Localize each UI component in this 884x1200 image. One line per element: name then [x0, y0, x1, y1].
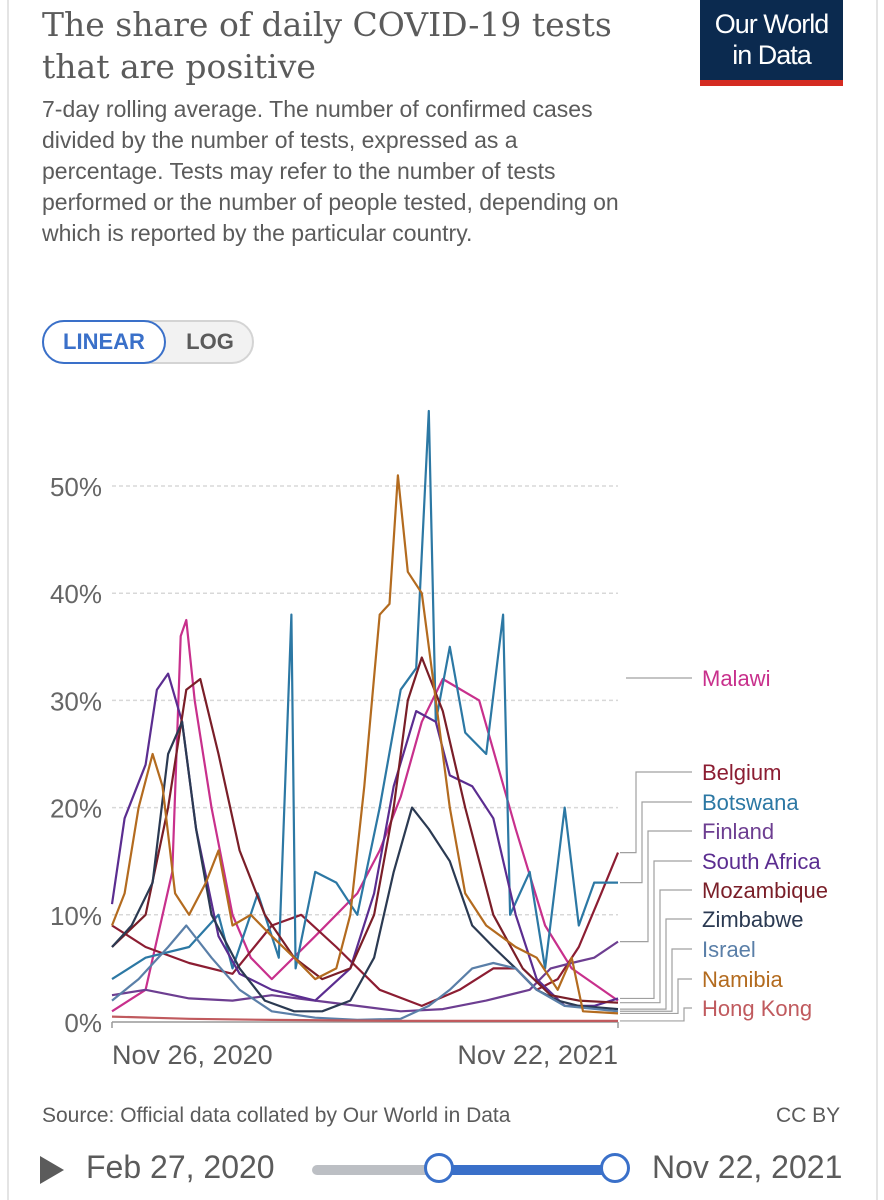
- timeline-end-handle[interactable]: [600, 1153, 630, 1183]
- legend-connector: [620, 771, 692, 854]
- legend-connector: [620, 918, 692, 1010]
- series-line: [111, 852, 620, 1007]
- play-icon[interactable]: [40, 1156, 64, 1184]
- timeline-start-date: Feb 27, 2020: [86, 1149, 275, 1185]
- timeline-end-date: Nov 22, 2021: [652, 1149, 843, 1185]
- y-tick-label: 20%: [50, 794, 102, 824]
- series-line: [111, 1015, 618, 1022]
- timeline-selected-range: [438, 1165, 614, 1175]
- frame-right: [876, 0, 878, 1200]
- legend-label: Zimbabwe: [702, 907, 803, 932]
- legend-label: Israel: [702, 937, 756, 962]
- legend-connector: [620, 801, 692, 884]
- log-button[interactable]: LOG: [186, 329, 234, 354]
- legend-connector: [620, 948, 692, 1012]
- y-tick-label: 10%: [50, 901, 102, 931]
- x-tick-label: Nov 26, 2020: [112, 1040, 273, 1070]
- y-tick-label: 40%: [50, 579, 102, 609]
- linear-button[interactable]: LINEAR: [42, 320, 166, 364]
- y-tick-label: 0%: [64, 1008, 102, 1038]
- frame-left: [7, 0, 9, 1200]
- timeline: Feb 27, 2020 Nov 22, 2021: [0, 1145, 884, 1200]
- timeline-start-handle[interactable]: [424, 1153, 454, 1183]
- legend-connector: [620, 830, 692, 943]
- logo-line-2: in Data: [732, 40, 812, 70]
- series-line: [111, 940, 619, 1013]
- source-note: Source: Official data collated by Our Wo…: [42, 1104, 511, 1127]
- legend-label: Malawi: [702, 666, 770, 691]
- legend-label: Mozambique: [702, 878, 828, 903]
- x-tick-label: Nov 22, 2021: [457, 1040, 618, 1070]
- legend-connector: [620, 889, 692, 1004]
- series-line: [110, 672, 619, 1007]
- y-tick-label: 50%: [50, 472, 102, 502]
- legend-label: Finland: [702, 819, 774, 844]
- legend-connector: [620, 1007, 692, 1022]
- line-chart: 0% 10% 20% 30% 40% 50% Nov 26, 2020 Nov 22, 202…: [50, 409, 828, 1070]
- legend-label: South Africa: [702, 849, 821, 874]
- series-line: [111, 924, 619, 1021]
- series-line: [111, 618, 619, 1013]
- legend-label: Belgium: [702, 760, 781, 785]
- license-link[interactable]: CC BY: [776, 1104, 841, 1127]
- legend-label: Hong Kong: [702, 996, 812, 1021]
- legend-connector: [620, 978, 692, 1015]
- chart-title: The share of daily COVID-19 tests that a…: [42, 5, 612, 86]
- owid-logo[interactable]: Our World in Data: [700, 0, 843, 86]
- chart-subtitle: 7-day rolling average. The number of con…: [42, 96, 619, 246]
- legend-label: Namibia: [702, 967, 783, 992]
- legend-label: Botswana: [702, 790, 799, 815]
- logo-line-1: Our World: [714, 9, 830, 39]
- legend-connector: [620, 860, 692, 1000]
- y-tick-label: 30%: [50, 686, 102, 716]
- series-line: [111, 409, 618, 981]
- series-line: [110, 474, 619, 1015]
